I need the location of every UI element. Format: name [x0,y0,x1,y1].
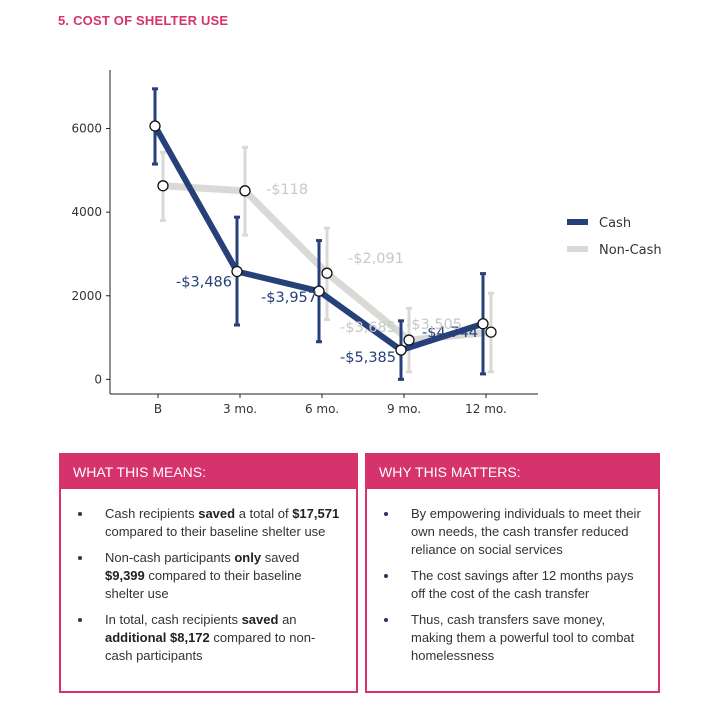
list-item: By empowering individuals to meet their … [381,505,644,559]
x-tick-label: 12 mo. [465,402,507,416]
data-label: -$3,486 [176,275,232,291]
y-tick-label: 2000 [71,289,102,303]
data-point [231,265,243,278]
data-point [239,185,251,197]
legend-label: Cash [599,216,631,231]
data-point [321,267,333,279]
data-label: -$3,685 [340,320,396,336]
data-point [477,318,489,330]
x-tick-label: B [154,402,162,416]
data-label: -$5,385 [340,350,396,366]
list-item: In total, cash recipients saved an addit… [75,611,342,665]
y-tick-label: 4000 [71,205,102,219]
data-point [485,326,497,338]
data-point [157,180,169,192]
why-this-matters-list: By empowering individuals to meet their … [367,489,658,665]
list-item: Cash recipients saved a total of $17,571… [75,505,342,541]
y-tick-label: 6000 [71,122,102,136]
shelter-cost-chart: 0 2000 4000 6000 B 3 mo. 6 mo. 9 mo. 12 mo. -$3,4… [71,70,662,416]
data-point [313,285,325,297]
what-this-means-header: WHAT THIS MEANS: [61,455,356,489]
x-tick-label: 6 mo. [305,402,339,416]
data-point [403,334,415,346]
data-label: -$118 [266,182,308,198]
what-this-means-list: Cash recipients saved a total of $17,571… [61,489,356,665]
data-label: -$3,957 [261,290,317,306]
what-this-means-box: WHAT THIS MEANS: Cash recipients saved a… [59,453,358,693]
data-label: -$3,505 [406,317,462,333]
y-tick-label: 0 [94,372,102,386]
list-item: Non-cash participants only saved $9,399 … [75,549,342,603]
section-title: 5. COST OF SHELTER USE [58,13,228,28]
data-label: -$2,091 [348,251,404,267]
data-label: -$4,744 [422,325,478,341]
x-tick-label: 9 mo. [387,402,421,416]
section-number: 5. [58,13,70,28]
list-item: Thus, cash transfers save money, making … [381,611,644,665]
data-point [395,344,407,356]
legend-label: Non-Cash [599,243,662,258]
data-point [149,120,161,132]
list-item: The cost savings after 12 months pays of… [381,567,644,603]
why-this-matters-header: WHY THIS MATTERS: [367,455,658,489]
x-tick-label: 3 mo. [223,402,257,416]
why-this-matters-box: WHY THIS MATTERS: By empowering individu… [365,453,660,693]
section-title-text: COST OF SHELTER USE [73,13,229,28]
